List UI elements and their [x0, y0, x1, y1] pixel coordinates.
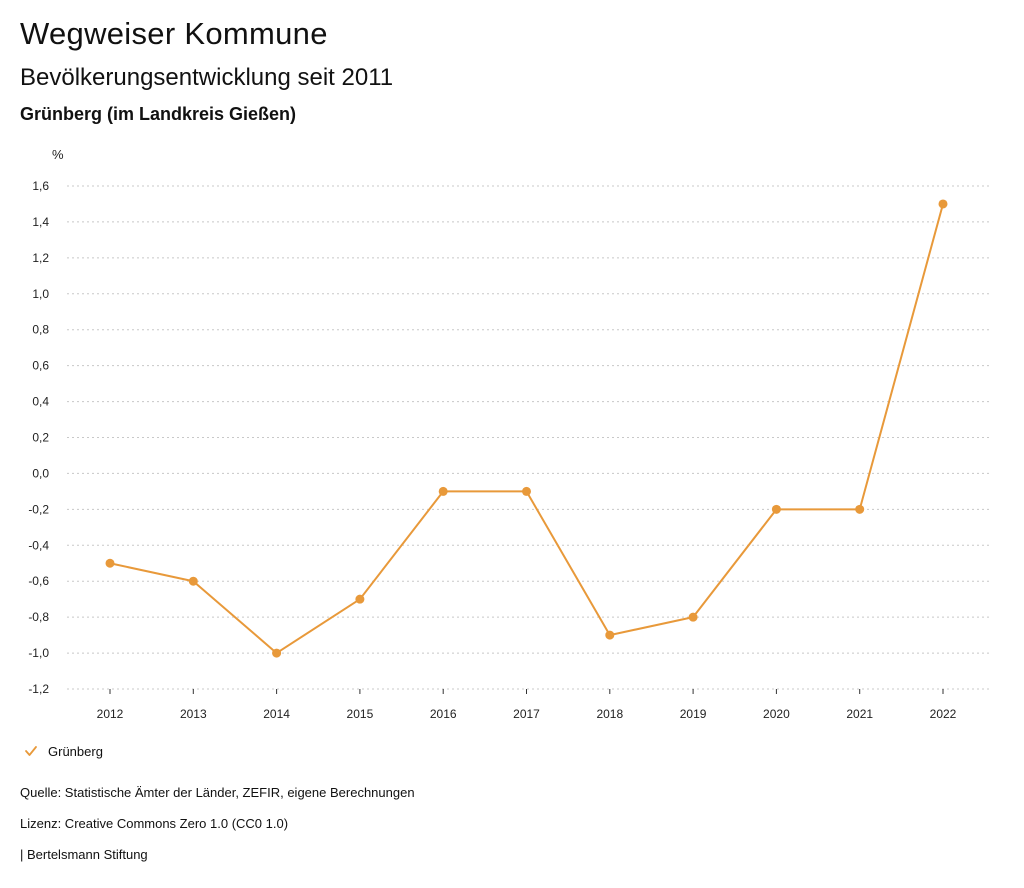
x-tick-label: 2020	[763, 707, 790, 721]
y-tick-label: 1,0	[32, 287, 49, 301]
y-tick-label: -0,2	[28, 502, 49, 516]
data-point[interactable]	[105, 558, 115, 568]
chart-subtitle: Bevölkerungsentwicklung seit 2011	[20, 64, 394, 91]
x-tick-label: 2016	[430, 707, 457, 721]
chart-place: Grünberg (im Landkreis Gießen)	[20, 104, 297, 124]
chart-grid	[67, 185, 991, 690]
data-point[interactable]	[438, 486, 448, 496]
y-tick-label: -0,8	[28, 610, 49, 624]
y-tick-label: 0,8	[32, 323, 49, 337]
x-tick-label: 2012	[97, 707, 124, 721]
page-title: Wegweiser Kommune	[20, 16, 328, 51]
data-point[interactable]	[605, 630, 615, 640]
y-tick-label: 0,2	[32, 431, 49, 445]
x-tick-label: 2022	[930, 707, 957, 721]
y-axis-unit: %	[52, 147, 64, 162]
y-tick-label: 1,4	[32, 215, 49, 229]
x-tick-label: 2019	[680, 707, 707, 721]
x-tick-label: 2013	[180, 707, 207, 721]
chart-brand: | Bertelsmann Stiftung	[20, 847, 148, 862]
x-tick-label: 2018	[596, 707, 623, 721]
data-point[interactable]	[771, 504, 781, 514]
x-tick-label: 2015	[347, 707, 374, 721]
x-tick-label: 2017	[513, 707, 540, 721]
legend-label: Grünberg	[48, 743, 103, 759]
data-point[interactable]	[272, 648, 282, 658]
y-tick-label: 0,0	[32, 466, 49, 480]
series-line-gruenberg	[109, 202, 944, 655]
data-point[interactable]	[188, 576, 198, 586]
chart-series	[105, 199, 948, 658]
chart-axis-labels: % 1,6 1,4 1,2 1,0 0,8 0,6 0,4 0,2 0,0 -0,2 -0,4 -0,6…	[28, 147, 956, 721]
chart-license: Lizenz: Creative Commons Zero 1.0 (CC0 1…	[20, 816, 289, 831]
y-tick-label: -0,4	[28, 538, 49, 552]
y-tick-label: 1,2	[32, 251, 49, 265]
data-point[interactable]	[855, 504, 865, 514]
data-point[interactable]	[688, 612, 698, 622]
chart-source: Quelle: Statistische Ämter der Länder, Z…	[20, 785, 415, 800]
y-tick-label: 0,4	[32, 395, 49, 409]
x-tick-label: 2021	[846, 707, 873, 721]
data-point[interactable]	[938, 199, 948, 209]
check-icon	[25, 746, 37, 756]
data-point[interactable]	[522, 486, 531, 496]
y-tick-label: -0,6	[28, 574, 49, 588]
y-tick-label: 1,6	[32, 179, 49, 193]
x-tick-label: 2014	[263, 707, 290, 721]
y-tick-label: -1,2	[28, 682, 49, 696]
y-tick-label: -1,0	[28, 646, 49, 660]
y-tick-label: 0,6	[32, 359, 49, 373]
data-point[interactable]	[355, 594, 365, 604]
chart-legend[interactable]: Grünberg	[24, 744, 103, 758]
